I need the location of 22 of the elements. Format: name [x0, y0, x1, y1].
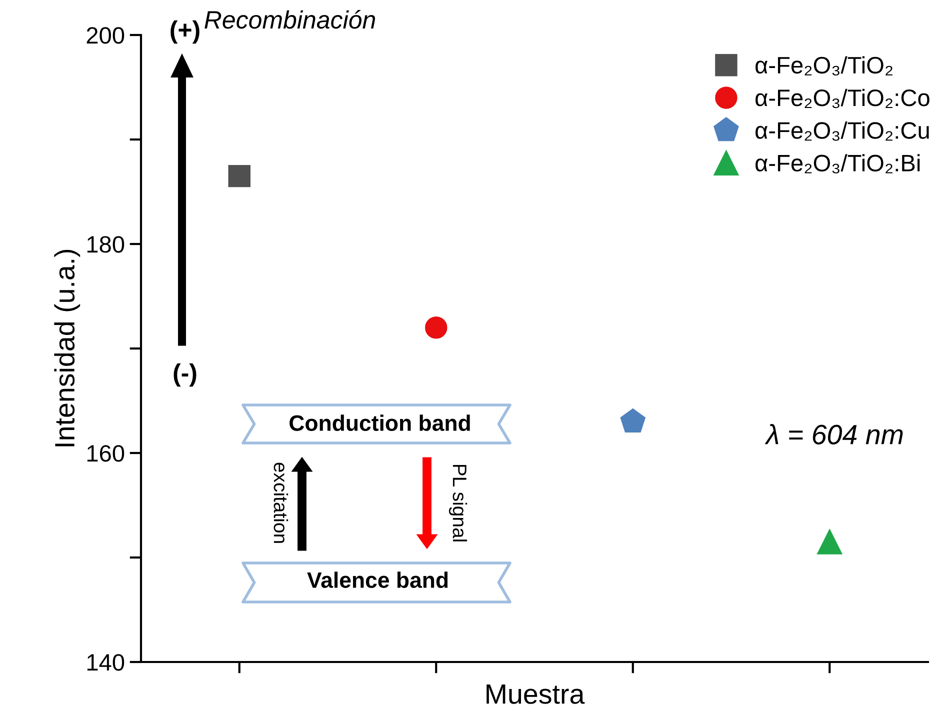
- legend-label: α-Fe₂O₃/TiO₂:Bi: [756, 154, 920, 174]
- y-tick-label: 160: [87, 445, 124, 462]
- point: [228, 164, 250, 188]
- annotation: Conduction band: [290, 414, 470, 431]
- y-axis-title: Intensidad (u.a.): [54, 250, 80, 446]
- annotation: PL signal: [448, 464, 468, 542]
- point: [620, 408, 646, 432]
- text: Recombinación: [204, 10, 376, 29]
- point: [425, 316, 448, 339]
- legend-label: α-Fe₂O₃/TiO₂: [756, 56, 892, 76]
- annotation: (+): [170, 20, 200, 44]
- y-tick-label: 200: [86, 27, 124, 44]
- y-tick-label: 140: [87, 654, 124, 671]
- x-axis-title: Muestra: [486, 684, 585, 704]
- point: [817, 529, 842, 554]
- annotation: (-): [174, 363, 196, 387]
- annotation: Valence band: [307, 572, 448, 588]
- annotation: λ = 604 nm: [764, 424, 903, 444]
- y-tick-label: 180: [87, 236, 124, 253]
- legend-label: α-Fe₂O₃/TiO₂:Co: [756, 88, 930, 108]
- legend-label: α-Fe₂O₃/TiO₂:Cu: [756, 122, 929, 141]
- annotation: excitation: [274, 462, 288, 543]
